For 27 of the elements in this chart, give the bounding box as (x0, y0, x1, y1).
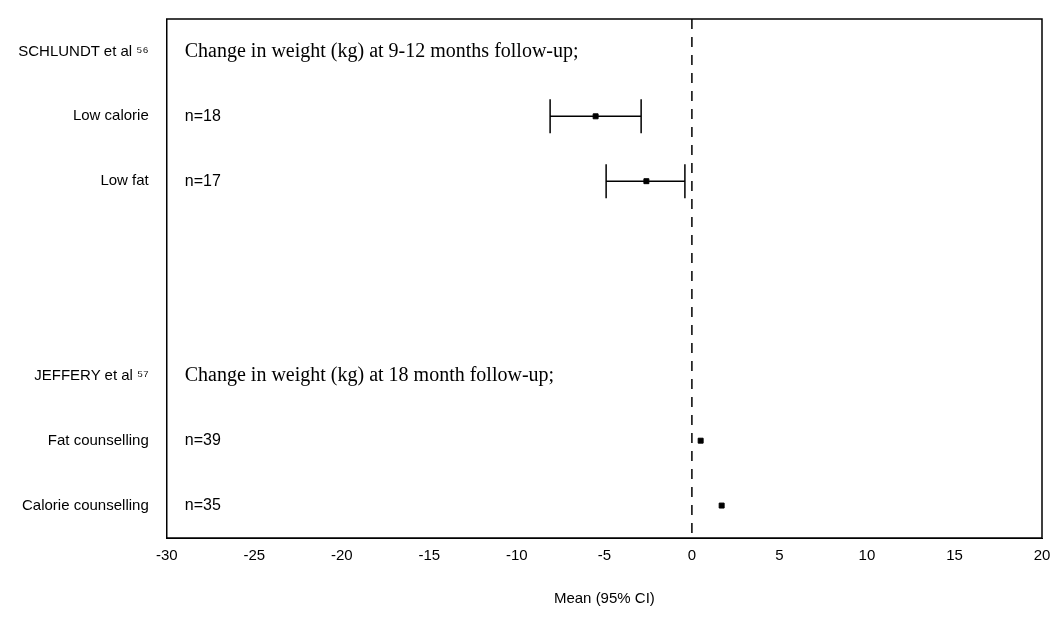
y-tick-label: Calorie counselling (22, 495, 149, 513)
x-tick-label: -5 (597, 546, 612, 564)
x-tick-label: 5 (775, 546, 784, 564)
y-tick-label: JEFFERY et al ⁵⁷ (34, 365, 149, 383)
x-tick-label: -30 (155, 546, 178, 564)
annotation: Change in weight (kg) at 18 month follow-up; (184, 363, 555, 387)
x-tick-label: -25 (243, 546, 266, 564)
x-tick-label: 0 (687, 546, 697, 564)
point (697, 437, 704, 444)
x-tick-label: -15 (418, 546, 441, 564)
y-tick-label: SCHLUNDT et al ⁵⁶ (18, 41, 149, 59)
x-axis-title: Mean (95% CI) (553, 589, 655, 607)
x-tick-label: -10 (506, 546, 528, 564)
annotation: n=35 (184, 495, 221, 513)
annotation: n=18 (184, 106, 221, 124)
x-tick-label: 20 (1033, 546, 1051, 564)
y-tick-label: Low calorie (72, 106, 149, 124)
x-tick-label: 15 (946, 546, 963, 564)
x-tick-label: 10 (858, 546, 876, 564)
annotation: n=17 (184, 171, 221, 189)
annotation: Change in weight (kg) at 9-12 months follow-up; (184, 38, 579, 62)
y-tick-label: Fat counselling (47, 430, 149, 448)
point (592, 113, 599, 120)
y-tick-label: Low fat (100, 171, 150, 189)
annotation: n=39 (184, 431, 221, 449)
point (718, 502, 725, 509)
x-tick-label: -20 (330, 546, 353, 564)
